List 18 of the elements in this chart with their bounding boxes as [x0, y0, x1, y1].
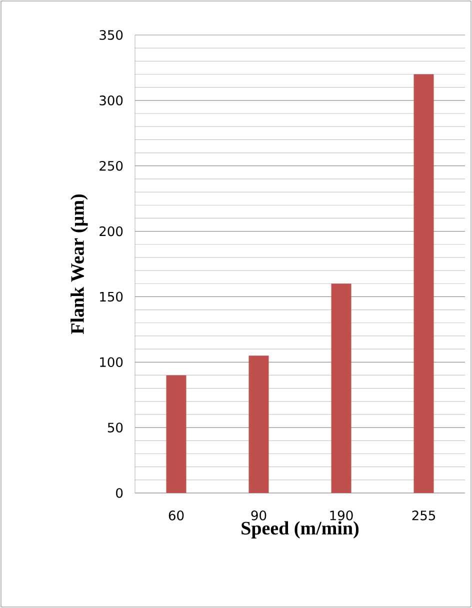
bar	[248, 356, 269, 493]
y-tick-label: 250	[100, 160, 123, 171]
x-tick-label: 60	[168, 510, 184, 520]
y-axis-title: Flank Wear (µm)	[70, 194, 88, 334]
y-tick-label: 100	[100, 357, 123, 368]
x-tick-label: 255	[412, 510, 436, 520]
bar	[166, 375, 186, 493]
x-tick-label: 190	[330, 510, 353, 520]
y-tick-label: 350	[100, 30, 123, 40]
bar	[414, 74, 434, 493]
y-tick-label: 300	[100, 96, 123, 106]
x-tick-label: 90	[251, 510, 266, 520]
y-tick-label: 50	[108, 422, 123, 432]
y-tick-label: 150	[100, 292, 123, 302]
y-tick-label: 200	[100, 226, 123, 236]
bar	[331, 284, 352, 493]
x-axis-title: Speed (m/min)	[242, 521, 359, 538]
y-tick-label: 0	[116, 488, 123, 498]
